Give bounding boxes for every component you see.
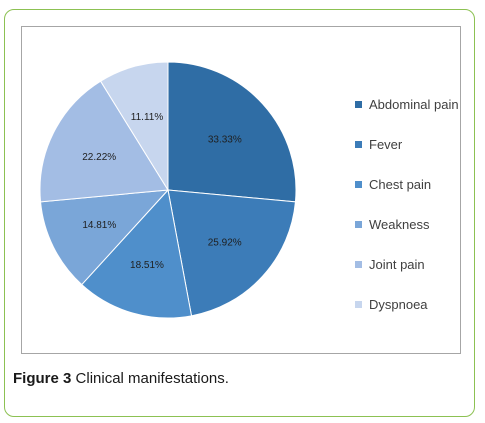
pie-data-labels: 33.33% 25.92% 18.51% 14.81% 22.22% 11.11% bbox=[82, 112, 242, 271]
legend-label: Dyspnoea bbox=[369, 297, 428, 312]
pie-slice-joint-pain bbox=[39, 80, 169, 203]
pie-slice-fever bbox=[167, 189, 296, 317]
legend-swatch bbox=[355, 301, 362, 308]
legend-label: Chest pain bbox=[369, 177, 432, 192]
legend-swatch bbox=[355, 101, 362, 108]
pie-data-label: 14.81% bbox=[82, 220, 116, 231]
pie-data-label: 25.92% bbox=[208, 238, 242, 249]
figure-caption: Figure 3 Clinical manifestations. bbox=[13, 370, 229, 387]
legend-swatch bbox=[355, 181, 362, 188]
pie-slice-weakness bbox=[40, 189, 170, 286]
pie-data-label: 18.51% bbox=[130, 260, 164, 271]
legend-label: Abdominal pain bbox=[369, 97, 459, 112]
legend-swatch bbox=[355, 221, 362, 228]
pie-data-label: 11.11% bbox=[131, 112, 164, 123]
legend-label: Weakness bbox=[369, 217, 430, 232]
legend-label: Joint pain bbox=[369, 257, 425, 272]
pie-slice-chest-pain bbox=[81, 188, 193, 319]
figure-number: Figure 3 bbox=[13, 370, 72, 387]
pie-chart: 33.33% 25.92% 18.51% 14.81% 22.22% 11.11% bbox=[39, 61, 297, 319]
pie-slice-abdominal-pain bbox=[167, 61, 297, 203]
pie-slices bbox=[39, 61, 297, 319]
pie-data-label: 33.33% bbox=[208, 134, 242, 145]
legend-swatch bbox=[355, 141, 362, 148]
legend-label: Fever bbox=[369, 137, 403, 152]
chart-area: 33.33% 25.92% 18.51% 14.81% 22.22% 11.11% Abd… bbox=[21, 26, 461, 354]
figure-caption-text: Clinical manifestations. bbox=[71, 370, 229, 387]
pie-slice-dyspnoea bbox=[99, 61, 169, 192]
pie-data-label: 22.22% bbox=[82, 152, 116, 163]
legend-swatch bbox=[355, 261, 362, 268]
